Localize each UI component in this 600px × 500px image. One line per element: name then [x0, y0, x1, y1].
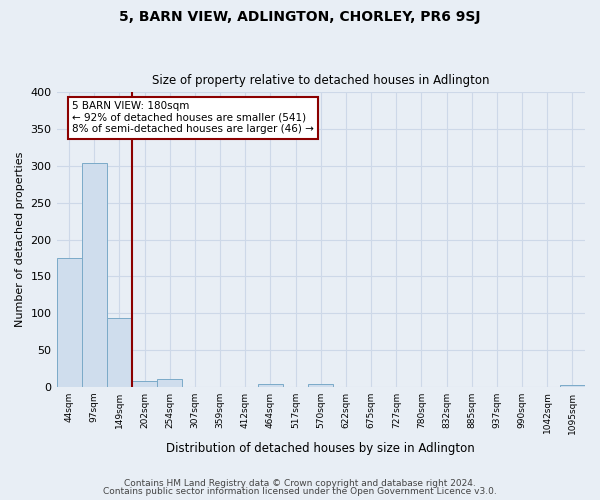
Bar	[107, 318, 132, 386]
Bar	[308, 384, 334, 386]
Bar	[157, 380, 182, 386]
Text: 5 BARN VIEW: 180sqm
← 92% of detached houses are smaller (541)
8% of semi-detach: 5 BARN VIEW: 180sqm ← 92% of detached ho…	[73, 101, 314, 134]
Y-axis label: Number of detached properties: Number of detached properties	[15, 152, 25, 327]
Bar	[132, 381, 157, 386]
X-axis label: Distribution of detached houses by size in Adlington: Distribution of detached houses by size …	[166, 442, 475, 455]
Bar	[560, 385, 585, 386]
Bar	[56, 258, 82, 386]
Bar	[258, 384, 283, 386]
Title: Size of property relative to detached houses in Adlington: Size of property relative to detached ho…	[152, 74, 490, 87]
Bar	[82, 163, 107, 386]
Text: 5, BARN VIEW, ADLINGTON, CHORLEY, PR6 9SJ: 5, BARN VIEW, ADLINGTON, CHORLEY, PR6 9S…	[119, 10, 481, 24]
Text: Contains public sector information licensed under the Open Government Licence v3: Contains public sector information licen…	[103, 487, 497, 496]
Text: Contains HM Land Registry data © Crown copyright and database right 2024.: Contains HM Land Registry data © Crown c…	[124, 478, 476, 488]
